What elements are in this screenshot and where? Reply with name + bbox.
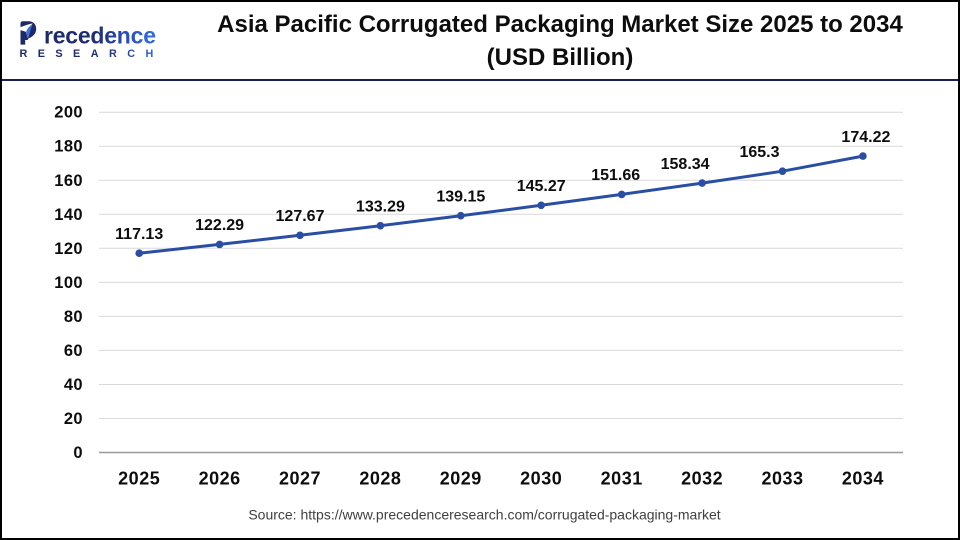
svg-text:145.27: 145.27 <box>517 178 566 195</box>
svg-text:2034: 2034 <box>842 468 884 488</box>
svg-text:180: 180 <box>54 138 83 156</box>
svg-text:200: 200 <box>54 104 83 122</box>
svg-text:158.34: 158.34 <box>661 156 710 173</box>
svg-text:122.29: 122.29 <box>195 217 244 234</box>
svg-text:recedence: recedence <box>44 22 156 48</box>
svg-text:Source: https://www.precedence: Source: https://www.precedenceresearch.c… <box>248 507 720 523</box>
svg-text:100: 100 <box>54 274 83 292</box>
svg-text:165.3: 165.3 <box>739 144 779 161</box>
svg-text:2030: 2030 <box>520 468 562 488</box>
svg-text:139.15: 139.15 <box>436 188 485 205</box>
svg-text:120: 120 <box>54 240 83 258</box>
svg-text:117.13: 117.13 <box>115 226 163 243</box>
svg-text:2025: 2025 <box>118 468 160 488</box>
svg-text:2027: 2027 <box>279 468 321 488</box>
svg-text:2028: 2028 <box>359 468 401 488</box>
svg-text:2031: 2031 <box>601 468 643 488</box>
svg-text:2026: 2026 <box>199 468 241 488</box>
svg-text:2033: 2033 <box>761 468 803 488</box>
svg-text:133.29: 133.29 <box>356 198 405 215</box>
svg-text:80: 80 <box>64 308 83 326</box>
svg-text:151.66: 151.66 <box>591 167 640 184</box>
svg-text:140: 140 <box>54 206 83 224</box>
svg-text:60: 60 <box>64 342 83 360</box>
svg-text:127.67: 127.67 <box>276 208 325 225</box>
svg-text:174.22: 174.22 <box>841 129 890 146</box>
svg-text:20: 20 <box>64 410 83 428</box>
svg-text:0: 0 <box>73 444 83 462</box>
svg-text:40: 40 <box>64 376 83 394</box>
svg-text:RESEARCH: RESEARCH <box>20 48 164 60</box>
svg-text:2032: 2032 <box>681 468 723 488</box>
svg-text:160: 160 <box>54 172 83 190</box>
svg-text:2029: 2029 <box>440 468 482 488</box>
